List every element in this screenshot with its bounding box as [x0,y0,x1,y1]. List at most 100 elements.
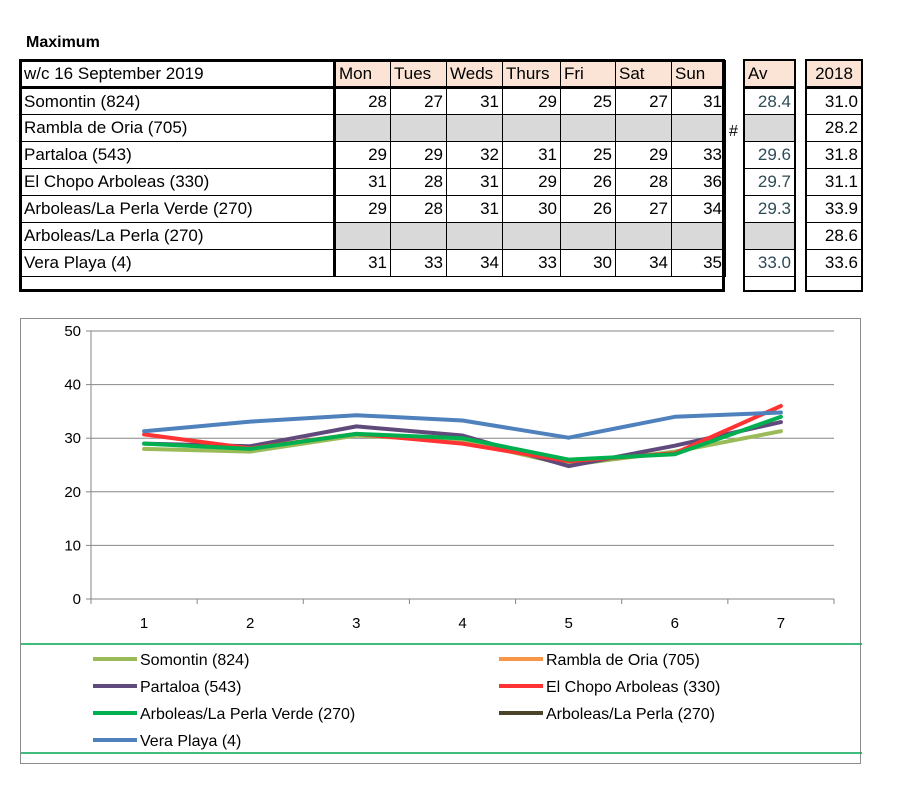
av-header: Av [744,60,795,89]
temperature-cell: 34 [446,249,503,277]
year-2018-table: 2018 31.0 28.2 31.8 31.1 33.9 28.6 33.6 [806,60,862,277]
y-tick-label: 40 [64,377,81,394]
temperature-cell: 32 [446,141,503,169]
temperature-cell [671,114,726,142]
legend-label: Vera Playa (4) [140,733,241,750]
average-cell: 29.6 [744,141,795,169]
y-tick-label: 0 [73,591,81,608]
temperature-cell: 29 [334,195,391,223]
year-2018-cell: 31.0 [806,87,862,115]
temperature-cell [390,114,447,142]
day-header: Thurs [502,60,561,89]
x-tick-label: 1 [140,615,148,632]
y-tick-label: 10 [64,537,81,554]
table-row: Arboleas/La Perla (270) [20,222,726,250]
station-name: Arboleas/La Perla (270) [20,222,336,250]
temperature-cell: 27 [615,195,672,223]
year-row: 28.2 [806,114,862,142]
average-cell [744,222,795,250]
average-cell: 28.4 [744,87,795,115]
table-row: Rambla de Oria (705) [20,114,726,142]
hash-mark: # [729,123,738,140]
temperature-cell: 28 [615,168,672,196]
legend-label: Rambla de Oria (705) [546,652,700,669]
temperature-cell: 31 [334,168,391,196]
temperature-cell [671,222,726,250]
table-row: Partaloa (543) 29 29 32 31 25 29 33 [20,141,726,169]
week-label: w/c 16 September 2019 [20,60,336,89]
temperature-cell: 25 [560,141,616,169]
year-2018-cell: 33.6 [806,249,862,277]
day-header: Tues [390,60,447,89]
day-header: Sat [615,60,672,89]
station-table: w/c 16 September 2019 Mon Tues Weds Thurs Fri… [20,60,726,277]
series-line [142,410,783,440]
temperature-cell: 29 [502,168,561,196]
temperature-cell [615,114,672,142]
x-tick-label: 5 [564,615,572,632]
year-row: 31.8 [806,141,862,169]
year-row: 33.6 [806,249,862,277]
temperature-cell [560,114,616,142]
average-row: 29.6 [744,141,795,169]
station-name: Arboleas/La Perla Verde (270) [20,195,336,223]
temperature-cell: 31 [334,249,391,277]
average-cell: 33.0 [744,249,795,277]
series-line [142,414,783,462]
year-2018-cell: 28.2 [806,114,862,142]
temperature-cell [334,114,391,142]
table-row: El Chopo Arboleas (330) 31 28 31 29 26 28 36 [20,168,726,196]
temperature-cell: 31 [502,141,561,169]
temperature-cell: 34 [615,249,672,277]
day-header: Weds [446,60,503,89]
average-row: 33.0 [744,249,795,277]
average-cell: 29.3 [744,195,795,223]
table-row: Somontin (824) 28 27 31 29 25 27 31 [20,86,726,115]
temperature-cell: 33 [502,249,561,277]
day-header: Fri [560,60,616,89]
station-name: Rambla de Oria (705) [20,114,336,142]
average-row: 29.3 [744,195,795,223]
temperature-cell: 28 [390,195,447,223]
temperature-cell [560,222,616,250]
year-2018-cell: 31.8 [806,141,862,169]
temperature-cell: 29 [390,141,447,169]
x-tick-label: 6 [671,615,679,632]
average-cell: 29.7 [744,168,795,196]
legend-label: Somontin (824) [140,652,249,669]
temperature-cell: 27 [390,86,447,115]
temperature-cell: 29 [334,141,391,169]
station-name: Somontin (824) [20,86,336,115]
temperature-cell: 26 [560,195,616,223]
average-row [744,222,795,250]
line-chart: 0 10 20 30 40 50 1 2 3 4 5 6 7 Somontin (824) Rambla d… [21,323,862,754]
temperature-cell [446,222,503,250]
temperature-cell: 29 [615,141,672,169]
page-title: Maximum [26,34,100,51]
year-row: 33.9 [806,195,862,223]
temperature-cell [615,222,672,250]
series-line [142,420,783,469]
x-tick-label: 4 [458,615,466,632]
temperature-cell: 27 [615,86,672,115]
station-name: El Chopo Arboleas (330) [20,168,336,196]
table-row: Vera Playa (4) 31 33 34 33 30 34 35 [20,249,726,277]
average-table: Av 28.4 29.6 29.7 29.3 33.0 [744,60,795,277]
temperature-cell: 31 [446,168,503,196]
temperature-cell: 31 [446,86,503,115]
day-header: Mon [334,60,391,89]
chart-container: 0 10 20 30 40 50 1 2 3 4 5 6 7 Somontin (824) Rambla d… [20,318,862,764]
year-2018-cell: 28.6 [806,222,862,250]
x-tick-label: 7 [777,615,785,632]
temperature-cell: 34 [671,195,726,223]
temperature-cell: 33 [671,141,726,169]
temperature-cell: 31 [446,195,503,223]
temperature-cell [334,222,391,250]
temperature-cell: 28 [390,168,447,196]
temperature-cell [502,114,561,142]
x-tick-label: 3 [352,615,360,632]
temperature-cell: 26 [560,168,616,196]
y-tick-label: 20 [64,484,81,501]
temperature-cell: 36 [671,168,726,196]
y-tick-label: 30 [64,430,81,447]
